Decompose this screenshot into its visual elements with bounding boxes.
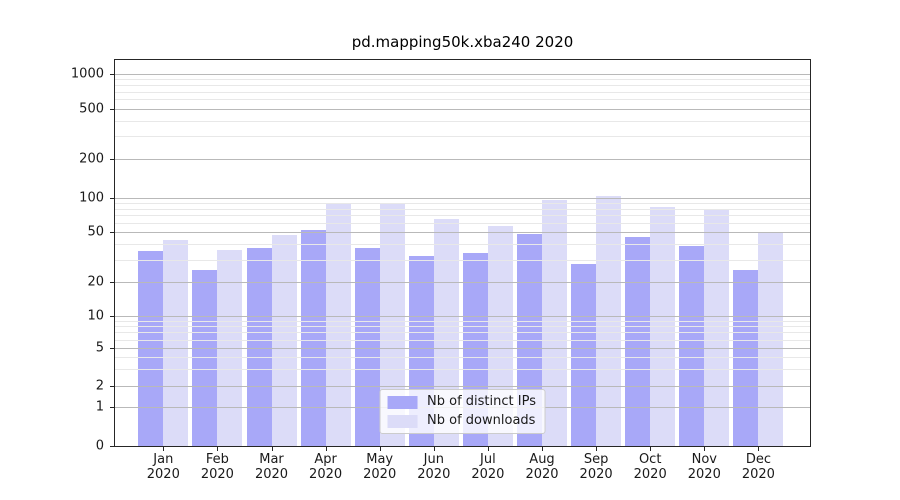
x-tick-mark-jun: [433, 447, 435, 451]
x-tick-mark-mar: [271, 447, 273, 451]
x-tick-label-mar: Mar 2020: [254, 452, 289, 482]
x-tick-label-may: May 2020: [363, 452, 397, 482]
y-tick-mark-100: [110, 197, 114, 199]
bar-downloads-dec: [758, 233, 784, 446]
x-tick-mark-sep: [596, 447, 598, 451]
plot-area: Nb of distinct IPs Nb of downloads: [114, 59, 811, 447]
y-tick-label-100: 100: [79, 190, 104, 205]
y-tick-mark-2: [110, 386, 114, 387]
y-tick-label-1: 1: [95, 399, 104, 415]
x-tick-mark-nov: [704, 447, 706, 451]
y-tick-mark-10: [110, 316, 114, 317]
x-tick-mark-aug: [542, 447, 543, 451]
bar-ips-dec: [733, 269, 759, 446]
x-tick-mark-feb: [217, 447, 219, 451]
y-tick-label-50: 50: [87, 224, 104, 240]
y-tick-label-200: 200: [79, 151, 104, 166]
x-tick-mark-may: [379, 447, 381, 451]
bar-downloads-mar: [271, 235, 297, 446]
legend-label-ips: Nb of distinct IPs: [427, 394, 536, 409]
x-tick-mark-apr: [325, 447, 327, 451]
y-tick-mark-1: [110, 407, 114, 408]
legend-swatch-downloads: [387, 414, 418, 428]
bar-downloads-feb: [217, 249, 243, 446]
x-tick-mark-jul: [487, 447, 489, 451]
bar-ips-jan: [138, 251, 164, 446]
y-tick-mark-20: [110, 282, 114, 283]
legend: Nb of distinct IPs Nb of downloads: [379, 389, 546, 434]
x-tick-label-nov: Nov 2020: [687, 452, 721, 482]
x-tick-mark-oct: [650, 447, 652, 451]
x-tick-label-jul: Jul 2020: [471, 452, 505, 482]
y-tick-mark-50: [110, 232, 114, 233]
y-tick-label-10: 10: [87, 308, 104, 324]
x-tick-label-apr: Apr 2020: [309, 452, 343, 482]
y-tick-mark-200: [110, 158, 114, 160]
bar-ips-oct: [625, 236, 651, 446]
x-tick-label-aug: Aug 2020: [525, 452, 559, 482]
y-tick-label-5: 5: [95, 340, 104, 356]
chart-title: pd.mapping50k.xba240 2020: [351, 33, 574, 51]
bar-ips-nov: [679, 245, 705, 446]
y-tick-mark-1000: [110, 73, 114, 75]
bar-ips-may: [354, 248, 380, 446]
bar-downloads-oct: [650, 207, 676, 446]
y-tick-label-0: 0: [95, 438, 104, 454]
bar-downloads-nov: [704, 209, 730, 446]
x-tick-label-feb: Feb 2020: [200, 452, 234, 482]
bar-downloads-aug: [542, 199, 567, 446]
bar-downloads-jan: [163, 240, 189, 446]
legend-label-downloads: Nb of downloads: [427, 413, 536, 428]
x-tick-label-jun: Jun 2020: [417, 452, 451, 482]
x-tick-label-jan: Jan 2020: [146, 452, 180, 482]
y-tick-mark-5: [110, 348, 114, 349]
x-tick-mark-dec: [758, 447, 760, 451]
y-tick-label-500: 500: [79, 101, 104, 116]
x-tick-label-dec: Dec 2020: [741, 452, 775, 482]
x-tick-label-oct: Oct 2020: [633, 452, 667, 482]
bar-ips-sep: [571, 263, 597, 446]
y-tick-label-20: 20: [87, 274, 104, 290]
bar-ips-apr: [300, 230, 326, 446]
y-tick-label-1000: 1000: [70, 66, 104, 81]
x-tick-label-sep: Sep 2020: [579, 452, 613, 482]
y-tick-label-2: 2: [95, 378, 104, 394]
bar-ips-feb: [192, 269, 218, 446]
x-tick-mark-jan: [163, 447, 165, 451]
legend-row-downloads: Nb of downloads: [387, 414, 536, 428]
bar-downloads-apr: [325, 202, 351, 446]
legend-swatch-ips: [387, 395, 418, 409]
bar-downloads-sep: [596, 196, 622, 446]
y-tick-mark-500: [110, 108, 114, 110]
legend-row-distinct-ips: Nb of distinct IPs: [387, 395, 536, 409]
y-tick-mark-0: [110, 446, 114, 447]
bar-ips-mar: [246, 248, 272, 446]
